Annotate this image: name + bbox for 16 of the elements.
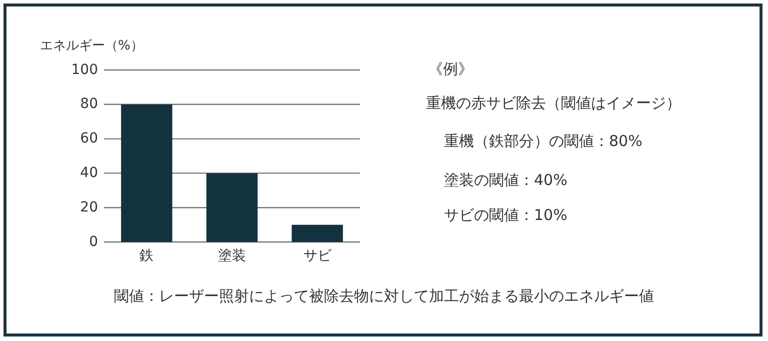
- ytick: 80: [80, 96, 98, 112]
- ytick: 100: [71, 62, 98, 78]
- annotation: 閾値：レーザー照射によって被除去物に対して加工が始まる最小のエネルギー値: [114, 287, 654, 306]
- ylabel: エネルギー（%）: [40, 38, 144, 54]
- ytick: 20: [80, 199, 98, 216]
- ytick: 40: [80, 165, 98, 182]
- ytick: 0: [89, 234, 98, 250]
- annotation: サビの閾値：10%: [444, 206, 568, 224]
- xtick: サビ: [303, 248, 332, 264]
- xtick: 塗装: [218, 248, 246, 264]
- annotation: 重機（鉄部分）の閾値：80%: [444, 132, 642, 150]
- xtick: 鉄: [140, 248, 154, 264]
- ytick: 60: [80, 130, 98, 147]
- annotation: 塗装の閾値：40%: [444, 171, 568, 190]
- annotation: 《例》: [428, 60, 473, 78]
- annotation: 重機の赤サビ除去（閾値はイメージ）: [426, 94, 681, 112]
